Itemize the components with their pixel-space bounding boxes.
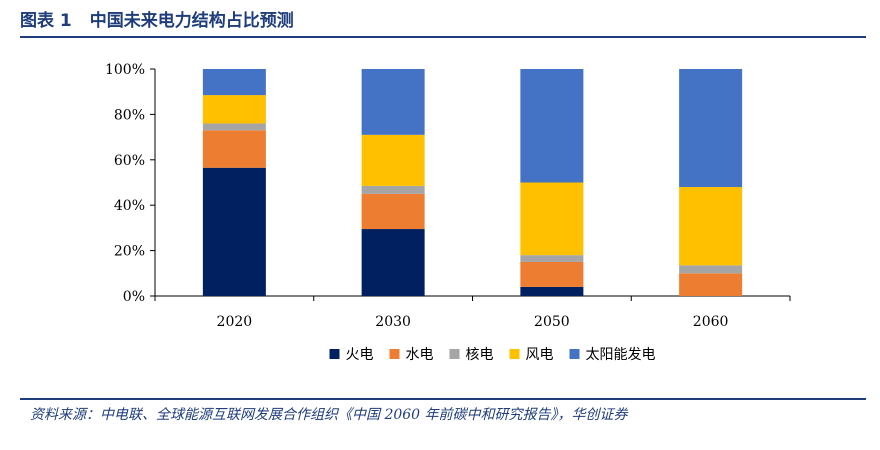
x-tick-label: 2060 [693, 314, 729, 330]
y-tick-label: 100% [105, 62, 145, 78]
y-tick-label: 0% [123, 289, 145, 305]
x-axis: 2020 2030 2050 2060 [154, 295, 791, 330]
figure-title: 图表 1 中国未来电力结构占比预测 [20, 8, 294, 34]
legend: 火电 水电 核电 风电 太阳能发电 [329, 347, 656, 363]
figure-title-text: 中国未来电力结构占比预测 [89, 11, 294, 31]
legend-swatch [449, 349, 460, 359]
bar-segment [202, 167, 266, 296]
bar-segment [679, 187, 743, 266]
x-tick-label: 2030 [375, 314, 411, 330]
legend-swatch [509, 349, 520, 359]
bar-segment [520, 69, 584, 183]
bar-segment [202, 69, 266, 96]
legend-label: 核电 [466, 347, 494, 363]
x-tick-label: 2050 [534, 314, 570, 330]
bar-segment [202, 95, 266, 124]
bar-segment [520, 261, 584, 287]
legend-swatch [569, 349, 580, 359]
bar-segment [361, 185, 425, 194]
bar-segment [361, 134, 425, 186]
legend-label: 火电 [346, 347, 374, 363]
y-tick-label: 20% [114, 244, 145, 260]
source-note: 资料来源：中电联、全球能源互联网发展合作组织《中国 2060 年前碳中和研究报告… [30, 407, 628, 423]
x-tick-label: 2020 [217, 314, 253, 330]
y-tick-label: 40% [114, 198, 145, 214]
bar-segment [679, 69, 743, 188]
legend-swatch [329, 349, 340, 359]
bars [202, 69, 743, 296]
bar-segment [679, 273, 743, 296]
bar-segment [679, 265, 743, 274]
legend-swatch [389, 349, 400, 359]
y-tick-label: 60% [114, 153, 145, 169]
figure-number: 图表 1 [20, 11, 72, 31]
bar-segment [361, 229, 425, 296]
bar-segment [361, 69, 425, 135]
bar-segment [202, 130, 266, 168]
bar-segment [520, 255, 584, 262]
bar-segment [202, 123, 266, 131]
y-tick-label: 80% [114, 107, 145, 123]
legend-label: 风电 [526, 347, 554, 363]
bar-segment [520, 182, 584, 256]
legend-label: 水电 [406, 347, 434, 363]
bar-segment [520, 286, 584, 296]
bar-segment [361, 193, 425, 230]
top-rule [20, 36, 866, 38]
y-axis: 0% 20% 40% 60% 80% 100% [105, 62, 156, 305]
bottom-rule [20, 398, 866, 400]
legend-label: 太阳能发电 [586, 347, 656, 363]
stacked-bar-chart: 0% 20% 40% 60% 80% 100% 2020 2030 2050 2060 火电 水电… [105, 62, 791, 363]
